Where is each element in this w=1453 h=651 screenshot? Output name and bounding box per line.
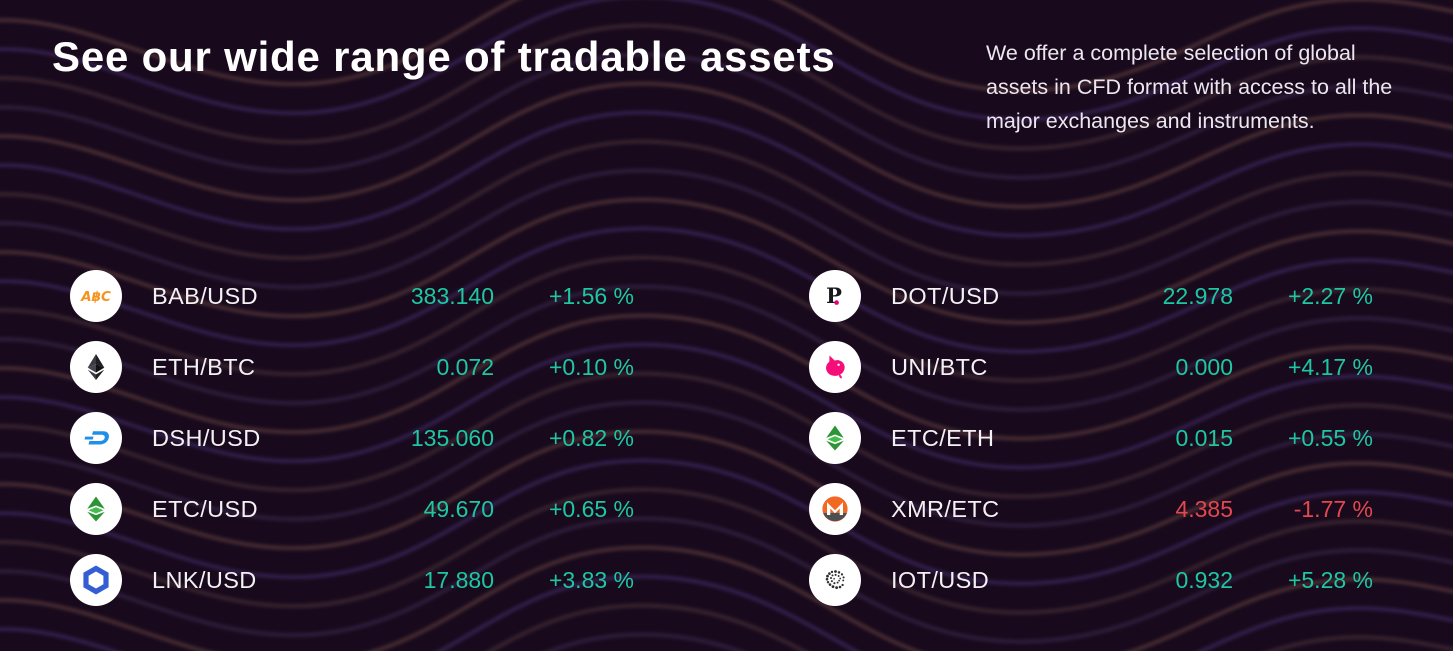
asset-pair-label: ETH/BTC [152, 353, 256, 380]
asset-row[interactable]: ETC/USD 49.670 +0.65 % [70, 483, 634, 535]
asset-row[interactable]: LNK/USD 17.880 +3.83 % [70, 554, 634, 606]
asset-price: 22.978 [1162, 282, 1233, 309]
asset-price: 4.385 [1175, 495, 1233, 522]
ethereum-classic-icon [809, 412, 861, 464]
asset-pair-label: DSH/USD [152, 424, 261, 451]
uniswap-icon [809, 341, 861, 393]
asset-row[interactable]: UNI/BTC 0.000 +4.17 % [809, 341, 1373, 393]
asset-row[interactable]: P DOT/USD 22.978 +2.27 % [809, 270, 1373, 322]
bitcoin-cash-abc-icon: A฿C [70, 270, 122, 322]
asset-change-percent: +0.10 % [548, 353, 634, 380]
asset-change-percent: -1.77 % [1293, 495, 1373, 522]
page-subtitle: We offer a complete selection of global … [986, 41, 1393, 133]
asset-change-percent: +5.28 % [1287, 566, 1373, 593]
asset-price: 49.670 [423, 495, 494, 522]
asset-pair-label: BAB/USD [152, 282, 258, 309]
asset-pair-label: XMR/ETC [891, 495, 1000, 522]
asset-row[interactable]: DSH/USD 135.060 +0.82 % [70, 412, 634, 464]
asset-pair-label: UNI/BTC [891, 353, 988, 380]
ethereum-icon [70, 341, 122, 393]
asset-pair-label: DOT/USD [891, 282, 1000, 309]
dash-icon [70, 412, 122, 464]
svg-text:P: P [826, 283, 842, 308]
asset-pair-label: ETC/USD [152, 495, 258, 522]
svg-text:A฿C: A฿C [80, 289, 111, 305]
page-title: See our wide range of tradable assets [52, 33, 836, 80]
asset-pair-label: LNK/USD [152, 566, 257, 593]
iota-icon [809, 554, 861, 606]
asset-change-percent: +4.17 % [1287, 353, 1373, 380]
asset-change-percent: +1.56 % [548, 282, 634, 309]
asset-price: 0.015 [1175, 424, 1233, 451]
asset-change-percent: +0.65 % [548, 495, 634, 522]
asset-price: 0.932 [1175, 566, 1233, 593]
polkadot-icon: P [809, 270, 861, 322]
asset-row[interactable]: A฿C BAB/USD 383.140 +1.56 % [70, 270, 634, 322]
asset-pair-label: ETC/ETH [891, 424, 995, 451]
asset-price: 0.072 [436, 353, 494, 380]
asset-row[interactable]: ETC/ETH 0.015 +0.55 % [809, 412, 1373, 464]
chainlink-icon [70, 554, 122, 606]
asset-change-percent: +0.82 % [548, 424, 634, 451]
asset-pair-label: IOT/USD [891, 566, 990, 593]
asset-price: 0.000 [1175, 353, 1233, 380]
asset-list-right: P DOT/USD 22.978 +2.27 % UNI/BTC 0.000 +4.17 %… [809, 270, 1373, 625]
asset-row[interactable]: XMR/ETC 4.385 -1.77 % [809, 483, 1373, 535]
asset-row[interactable]: IOT/USD 0.932 +5.28 % [809, 554, 1373, 606]
ethereum-classic-icon [70, 483, 122, 535]
asset-price: 135.060 [410, 424, 494, 451]
asset-list-left: A฿C BAB/USD 383.140 +1.56 % ETH/BTC 0.072 +0.1… [70, 270, 634, 625]
asset-price: 17.880 [423, 566, 494, 593]
asset-change-percent: +3.83 % [548, 566, 634, 593]
asset-row[interactable]: ETH/BTC 0.072 +0.10 % [70, 341, 634, 393]
asset-change-percent: +0.55 % [1287, 424, 1373, 451]
asset-change-percent: +2.27 % [1287, 282, 1373, 309]
monero-icon [809, 483, 861, 535]
asset-price: 383.140 [410, 282, 494, 309]
